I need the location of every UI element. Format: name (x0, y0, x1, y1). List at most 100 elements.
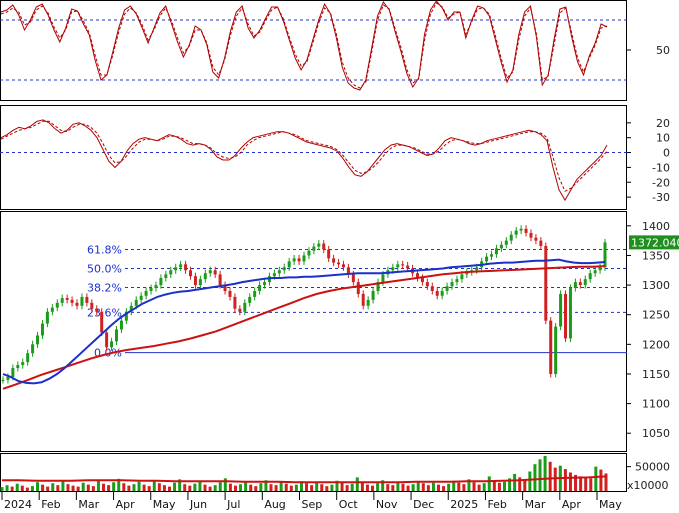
month-label: 2025 (450, 498, 478, 511)
month-label: Apr (116, 498, 136, 511)
price-candle (193, 276, 197, 286)
volume-bar (198, 481, 202, 491)
price-candle (287, 261, 291, 268)
volume-bar (497, 482, 501, 491)
volume-bar (127, 485, 131, 491)
price-candle (277, 270, 281, 274)
price-tick-label: 1400 (642, 220, 670, 233)
price-candle (50, 307, 54, 312)
volume-tick-label: 50000 (635, 461, 670, 474)
volume-bar (244, 481, 248, 491)
volume-bar (406, 485, 410, 491)
price-candle (401, 264, 405, 266)
volume-bar (249, 484, 253, 491)
price-candle (376, 282, 380, 291)
volume-bar (599, 469, 603, 491)
price-candle (114, 329, 118, 342)
month-label: Nov (376, 498, 398, 511)
price-panel: 1400 1350 1300 1250 1200 1150 1100 1050 61.8% 50.… (0, 211, 679, 452)
volume-bar (96, 480, 100, 491)
price-candle (371, 291, 375, 300)
price-candle (238, 308, 242, 312)
volume-bar (259, 483, 263, 491)
fib-level-label: 50.0% (87, 262, 122, 275)
volume-bar (421, 483, 425, 491)
price-candle (361, 293, 365, 306)
volume-bar (335, 480, 339, 491)
volume-bar (117, 478, 121, 491)
price-candle (272, 273, 276, 277)
price-candle (341, 264, 345, 268)
volume-bar (533, 464, 537, 491)
price-candle (356, 282, 360, 294)
volume-bar (76, 486, 80, 491)
volume-bar (604, 473, 608, 491)
price-candle (11, 368, 15, 377)
volume-bar (472, 482, 476, 491)
volume-bar (107, 485, 111, 491)
price-candle (435, 291, 439, 296)
price-candle (134, 299, 138, 306)
volume-bar (492, 480, 496, 491)
macd-tick-label: -20 (652, 176, 670, 189)
month-label: Oct (339, 498, 359, 511)
volume-bar (167, 486, 171, 491)
volume-bar (482, 483, 486, 491)
price-candle (465, 272, 469, 275)
volume-bar (86, 484, 90, 491)
price-candle (100, 311, 104, 333)
price-candle (45, 311, 49, 324)
price-candle (504, 240, 508, 245)
volume-bar (523, 479, 527, 491)
volume-bar (157, 483, 161, 491)
price-candle (307, 250, 311, 256)
price-candle (139, 295, 143, 300)
price-tick-label: 1100 (642, 398, 670, 411)
price-candle (179, 264, 183, 268)
price-candle (455, 279, 459, 283)
x-axis: 2024 Feb Mar Apr May Jun Jul Aug Sep Oct Nov Dec 202… (0, 491, 627, 511)
volume-bar (538, 459, 542, 491)
price-candle (583, 279, 587, 286)
price-candle (346, 267, 350, 275)
price-candle (494, 248, 498, 255)
short-moving-average-line (2, 258, 606, 385)
price-candle (554, 326, 558, 374)
price-candle (549, 320, 553, 374)
month-label: Dec (413, 498, 434, 511)
volume-bar (193, 483, 197, 491)
volume-bar (553, 467, 557, 491)
price-candle (233, 296, 237, 309)
price-candle (159, 277, 163, 286)
volume-bar (46, 486, 50, 491)
volume-bar (102, 483, 106, 491)
stochastic-panel: 50 (0, 0, 670, 101)
month-label: Sep (302, 498, 323, 511)
volume-bar (91, 486, 95, 491)
price-candle (509, 234, 513, 241)
month-label: Mar (78, 498, 99, 511)
price-candle (499, 244, 503, 249)
volume-bar (579, 476, 583, 491)
volume-bar (147, 486, 151, 491)
volume-bar (416, 481, 420, 491)
volume-bar (355, 477, 359, 491)
volume-bar (320, 484, 324, 491)
price-candle (539, 240, 543, 246)
volume-bar (213, 485, 217, 491)
volume-bar (411, 484, 415, 491)
volume-bar (208, 486, 212, 491)
price-candle (248, 296, 252, 303)
month-label: Jun (189, 498, 207, 511)
price-candle (317, 243, 321, 247)
price-candle (440, 291, 444, 296)
price-candle (184, 264, 188, 271)
price-candle (95, 308, 99, 312)
price-candle (351, 274, 355, 283)
volume-frame (0, 453, 627, 492)
price-tick-label: 1300 (642, 279, 670, 292)
fib-level-label: 61.8% (87, 244, 122, 257)
volume-bar (548, 461, 552, 491)
volume-bar (137, 481, 141, 491)
